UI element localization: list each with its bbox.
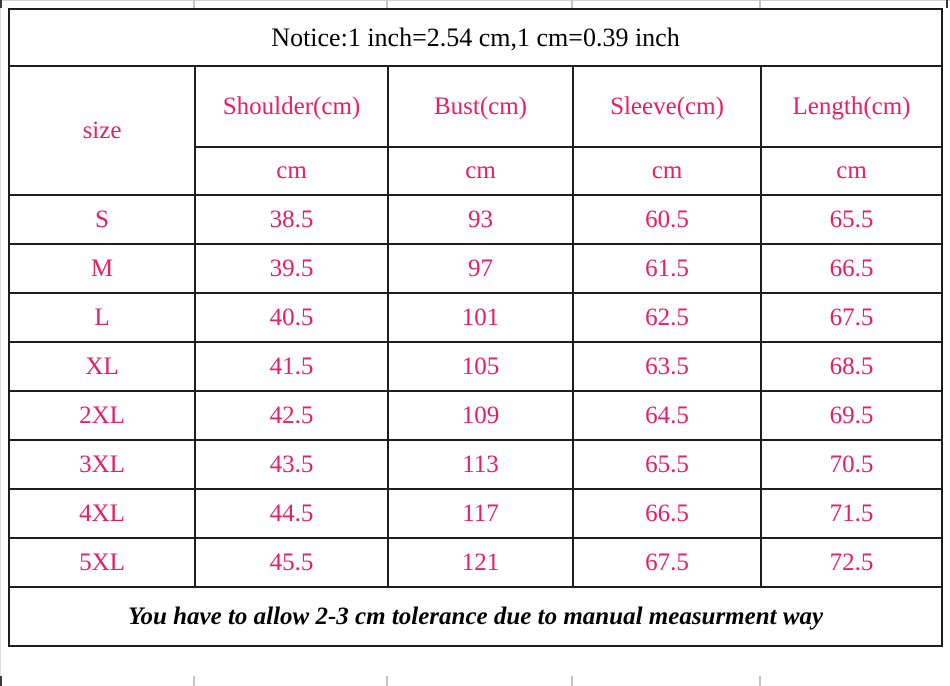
measurement-cell: 41.5 — [194, 341, 389, 392]
grid-tick — [759, 676, 761, 686]
size-rows: S 38.5 93 60.5 65.5 M 39.5 97 61.5 66.5 L 40.5 101 62… — [8, 194, 944, 588]
measurement-cell: 67.5 — [572, 537, 762, 588]
size-cell: 5XL — [8, 537, 196, 588]
measurement-cell: 45.5 — [194, 537, 389, 588]
size-cell: L — [8, 292, 196, 343]
notice-cell: Notice:1 inch=2.54 cm,1 cm=0.39 inch — [7, 8, 944, 67]
unit-row: cm cm cm cm — [9, 146, 944, 196]
measurement-cell: 65.5 — [572, 439, 762, 490]
table-row: L 40.5 101 62.5 67.5 — [8, 292, 944, 343]
measurement-cell: 121 — [387, 537, 574, 588]
measurement-cell: 66.5 — [759, 243, 944, 294]
size-cell: 4XL — [8, 488, 196, 539]
column-header-bust: Bust(cm) — [387, 65, 574, 148]
measurement-cell: 38.5 — [194, 194, 389, 245]
measurement-cell: 69.5 — [759, 390, 944, 441]
measurement-cell: 113 — [387, 439, 574, 490]
grid-tick — [386, 0, 388, 8]
header-row: size Shoulder(cm) Bust(cm) Sleeve(cm) Le… — [8, 65, 944, 196]
grid-tick — [946, 0, 948, 8]
grid-tick — [193, 0, 195, 8]
measurement-cell: 67.5 — [759, 292, 944, 343]
table-row: 4XL 44.5 117 66.5 71.5 — [8, 488, 944, 539]
measurement-cell: 66.5 — [572, 488, 762, 539]
size-cell: 3XL — [8, 439, 196, 490]
grid-tick — [0, 0, 2, 8]
unit-cell: cm — [194, 146, 389, 196]
column-header-length: Length(cm) — [759, 65, 944, 148]
grid-tick — [571, 676, 573, 686]
table-row: 2XL 42.5 109 64.5 69.5 — [8, 390, 944, 441]
measurement-cell: 62.5 — [572, 292, 762, 343]
measurement-cell: 68.5 — [759, 341, 944, 392]
cropped-cell-remnant-left — [0, 0, 1, 686]
measurement-cell: 39.5 — [194, 243, 389, 294]
measurement-cell: 72.5 — [759, 537, 944, 588]
unit-cell: cm — [759, 146, 944, 196]
grid-tick — [193, 676, 195, 686]
measurement-cell: 65.5 — [759, 194, 944, 245]
table-row: XL 41.5 105 63.5 68.5 — [8, 341, 944, 392]
note-row: You have to allow 2-3 cm tolerance due t… — [7, 586, 944, 647]
table-row: M 39.5 97 61.5 66.5 — [8, 243, 944, 294]
measurement-cell: 40.5 — [194, 292, 389, 343]
cropped-cell-remnant-top — [0, 0, 950, 1]
measurement-cell: 97 — [387, 243, 574, 294]
measurement-cell: 43.5 — [194, 439, 389, 490]
size-cell: XL — [8, 341, 196, 392]
measurement-cell: 60.5 — [572, 194, 762, 245]
table-row: S 38.5 93 60.5 65.5 — [8, 194, 944, 245]
grid-tick — [571, 0, 573, 8]
measurement-cell: 63.5 — [572, 341, 762, 392]
measurement-cell: 42.5 — [194, 390, 389, 441]
measurement-cell: 70.5 — [759, 439, 944, 490]
size-cell: M — [8, 243, 196, 294]
tolerance-note: You have to allow 2-3 cm tolerance due t… — [7, 586, 944, 647]
size-chart-table: Notice:1 inch=2.54 cm,1 cm=0.39 inch siz… — [7, 8, 944, 647]
size-cell: S — [8, 194, 196, 245]
measurement-cell: 101 — [387, 292, 574, 343]
size-cell: 2XL — [8, 390, 196, 441]
column-header-sleeve: Sleeve(cm) — [572, 65, 762, 148]
table-row: 3XL 43.5 113 65.5 70.5 — [8, 439, 944, 490]
size-header-cell: size — [8, 65, 196, 196]
measurement-cell: 64.5 — [572, 390, 762, 441]
measurement-cell: 61.5 — [572, 243, 762, 294]
unit-cell: cm — [387, 146, 574, 196]
grid-tick — [759, 0, 761, 8]
grid-tick — [0, 676, 2, 686]
column-header-shoulder: Shoulder(cm) — [194, 65, 389, 148]
grid-tick — [386, 676, 388, 686]
unit-cell: cm — [572, 146, 762, 196]
measurement-cell: 109 — [387, 390, 574, 441]
measurement-cell: 93 — [387, 194, 574, 245]
measurement-cell: 105 — [387, 341, 574, 392]
measurement-cell: 44.5 — [194, 488, 389, 539]
table-row: 5XL 45.5 121 67.5 72.5 — [8, 537, 944, 588]
measurement-cell: 117 — [387, 488, 574, 539]
measurement-cell: 71.5 — [759, 488, 944, 539]
notice-row: Notice:1 inch=2.54 cm,1 cm=0.39 inch — [7, 8, 944, 67]
